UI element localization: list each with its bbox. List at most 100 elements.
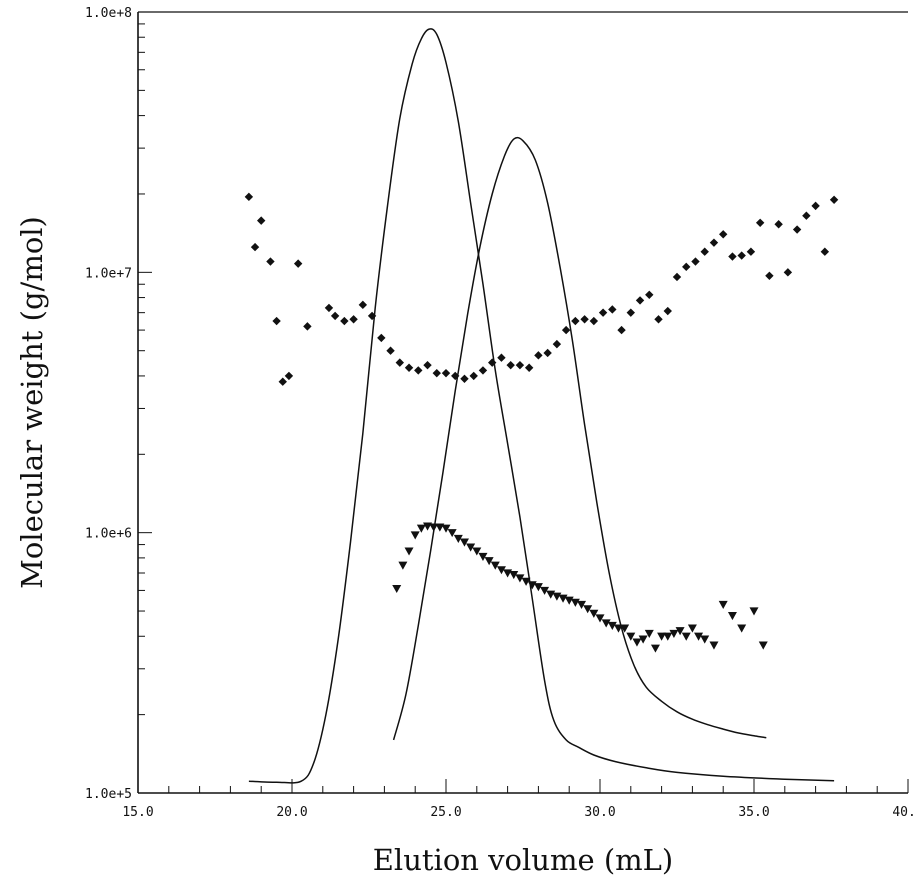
diamond-point (272, 316, 281, 326)
triangle-point (453, 534, 463, 543)
diamond-point (635, 296, 645, 305)
diamond-point (626, 308, 635, 317)
diamond-point (515, 360, 525, 370)
triangle-point (416, 524, 426, 533)
diamond-point (367, 311, 377, 321)
triangle-point (669, 629, 679, 638)
diamond-point (404, 363, 414, 372)
diamond-point (728, 252, 737, 261)
triangle-point (478, 552, 488, 561)
x-tick-label: 25.0 (430, 805, 461, 820)
x-tick-label: 35.0 (738, 805, 769, 820)
triangle-point (663, 632, 673, 641)
diamond-point (700, 247, 709, 256)
triangle-point (700, 635, 710, 644)
diamond-point (691, 257, 700, 266)
triangle-point (607, 621, 617, 630)
triangle-point (632, 638, 642, 647)
diamond-point (257, 216, 266, 225)
diamond-point (561, 325, 571, 335)
diamond-point (829, 195, 839, 204)
x-tick-label: 30.0 (584, 805, 615, 820)
y-tick-label: 1.0e+8 (85, 6, 132, 21)
triangle-point (638, 635, 648, 644)
triangle-point (737, 624, 747, 633)
diamond-point (746, 247, 756, 256)
diamond-point (755, 218, 765, 227)
diamond-point (469, 371, 478, 381)
triangle-point (441, 524, 451, 533)
diamond-point (719, 230, 728, 239)
axes (137, 11, 909, 794)
diamond-point (414, 366, 423, 375)
y-tick-label: 1.0e+7 (85, 266, 132, 281)
curves (248, 28, 835, 784)
diamond-point (571, 316, 580, 326)
triangle-point (758, 641, 768, 650)
triangle-point (404, 547, 414, 556)
diamond-point (682, 262, 691, 272)
diamond-point (278, 377, 287, 386)
diamond-point (451, 371, 460, 381)
diamond-point (460, 374, 469, 383)
diamond-point (293, 259, 303, 268)
diamond-point (645, 290, 654, 299)
triangle-point (577, 600, 587, 609)
triangle-point (613, 624, 623, 633)
diamond-point (349, 315, 358, 324)
diamond-point (497, 353, 506, 362)
triangle-point (410, 531, 420, 540)
triangle-point (589, 609, 599, 618)
triangle-point (459, 538, 469, 547)
diamond-point (792, 225, 802, 234)
triangle-point (681, 632, 691, 641)
diamond-point (672, 272, 682, 282)
diamond-point (608, 305, 617, 314)
triangle-point (398, 561, 408, 570)
y-tick-label: 1.0e+5 (85, 787, 132, 802)
triangle-point (657, 632, 667, 641)
triangle-point (687, 624, 697, 633)
triangle-point (601, 619, 611, 628)
x-tick-label: 15.0 (122, 805, 153, 820)
triangle-point (558, 594, 568, 603)
diamond-point (709, 238, 719, 247)
triangle-point (484, 557, 494, 566)
diamond-point (737, 251, 746, 260)
diamond-point (244, 192, 254, 202)
concentration-curve (392, 136, 767, 741)
markers (244, 192, 839, 653)
diamond-point (524, 363, 534, 372)
concentration-curve (248, 28, 835, 784)
triangle-point (675, 627, 685, 636)
diamond-point (324, 303, 334, 313)
diamond-point (820, 247, 830, 256)
tick-labels: 15.0 20.0 25.0 30.0 35.0 40.0 1.0e+5 1.0e+6 1.0e… (85, 6, 913, 820)
triangle-point (644, 629, 654, 638)
triangle-point (472, 547, 482, 556)
triangle-point (521, 577, 531, 586)
diamond-point (266, 257, 275, 266)
y-tick-label: 1.0e+6 (85, 527, 132, 542)
diamond-point (598, 308, 608, 317)
diamond-point (774, 220, 783, 229)
triangle-point (718, 600, 728, 609)
triangle-point (509, 571, 519, 580)
triangle-point (447, 529, 457, 538)
triangle-point (564, 596, 574, 605)
triangle-point (429, 523, 439, 532)
x-tick-label: 40.0 (892, 805, 913, 820)
diamond-point (303, 322, 312, 331)
triangle-point (496, 566, 506, 575)
triangle-point (749, 607, 759, 616)
triangle-point (595, 614, 605, 623)
diamond-point (506, 360, 515, 370)
diamond-point (543, 348, 552, 358)
diamond-point (654, 315, 663, 324)
diamond-point (617, 325, 626, 335)
triangle-point (727, 612, 737, 621)
triangle-point (583, 605, 593, 614)
diamond-point (423, 360, 432, 370)
triangle-point (392, 584, 402, 594)
